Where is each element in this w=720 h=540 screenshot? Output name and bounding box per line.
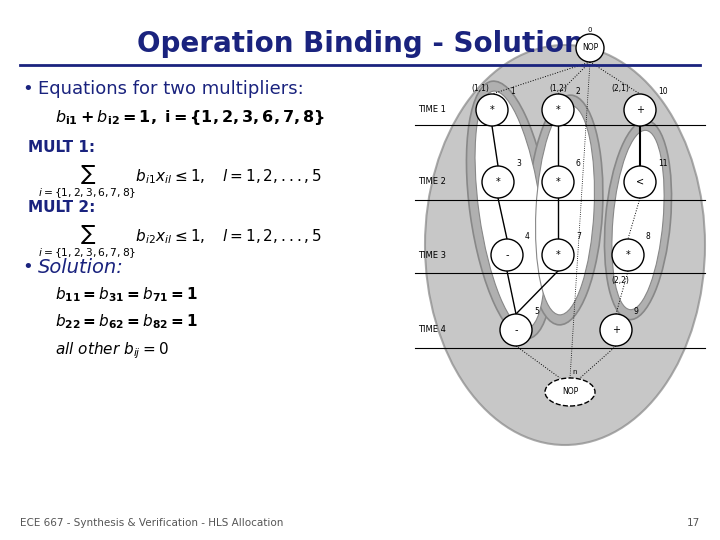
Text: NOP: NOP [562, 388, 578, 396]
Circle shape [476, 94, 508, 126]
Circle shape [491, 239, 523, 271]
Text: n: n [572, 369, 577, 375]
Text: (1,2): (1,2) [549, 84, 567, 92]
Text: 8: 8 [646, 232, 651, 241]
Circle shape [612, 239, 644, 271]
Text: Equations for two multipliers:: Equations for two multipliers: [38, 80, 304, 98]
Circle shape [500, 314, 532, 346]
Text: •: • [22, 258, 32, 276]
Text: 4: 4 [525, 232, 530, 241]
Text: $\mathbf{\mathit{b}_{22} = \mathit{b}_{62} = \mathit{b}_{82} = 1}$: $\mathbf{\mathit{b}_{22} = \mathit{b}_{6… [55, 312, 197, 330]
Ellipse shape [605, 120, 672, 320]
Text: $\mathbf{\mathit{b}_{11} = \mathit{b}_{31} = \mathit{b}_{71} = 1}$: $\mathbf{\mathit{b}_{11} = \mathit{b}_{3… [55, 285, 197, 303]
Circle shape [482, 166, 514, 198]
Text: 2: 2 [576, 87, 581, 96]
Text: +: + [612, 325, 620, 335]
Text: (2,2): (2,2) [611, 275, 629, 285]
Text: -: - [514, 325, 518, 335]
Text: 11: 11 [658, 159, 667, 168]
Ellipse shape [612, 130, 664, 309]
Ellipse shape [425, 45, 705, 445]
Circle shape [624, 166, 656, 198]
Text: 17: 17 [687, 518, 700, 528]
Ellipse shape [536, 105, 595, 315]
Ellipse shape [475, 91, 545, 329]
Text: Solution:: Solution: [38, 258, 124, 277]
Text: 1: 1 [510, 87, 515, 96]
Text: MULT 1:: MULT 1: [28, 140, 95, 155]
Text: *: * [556, 105, 560, 115]
Text: TIME 4: TIME 4 [418, 326, 446, 334]
Circle shape [542, 239, 574, 271]
Text: *: * [626, 250, 631, 260]
Text: $\mathit{all\ other\ b_{ij}=0}$: $\mathit{all\ other\ b_{ij}=0}$ [55, 340, 168, 361]
Text: -: - [505, 250, 509, 260]
Text: 10: 10 [658, 87, 667, 96]
Text: TIME 2: TIME 2 [418, 178, 446, 186]
Ellipse shape [527, 95, 603, 325]
Circle shape [576, 34, 604, 62]
Text: 6: 6 [576, 159, 581, 168]
Text: *: * [495, 177, 500, 187]
Text: 0: 0 [588, 27, 593, 33]
Text: ECE 667 - Synthesis & Verification - HLS Allocation: ECE 667 - Synthesis & Verification - HLS… [20, 518, 284, 528]
Text: *: * [490, 105, 495, 115]
Text: (1,1): (1,1) [471, 84, 489, 92]
Text: MULT 2:: MULT 2: [28, 200, 95, 215]
Text: $\mathbf{\mathit{b}_{i1} + \mathbf{\mathit{b}}_{i2} = 1, \ i=\{1,2,3,6,7,8\}}$: $\mathbf{\mathit{b}_{i1} + \mathbf{\math… [55, 108, 325, 127]
Text: 9: 9 [634, 307, 639, 316]
Text: <: < [636, 177, 644, 187]
Text: +: + [636, 105, 644, 115]
Text: *: * [556, 250, 560, 260]
Text: *: * [556, 177, 560, 187]
Text: (2,1): (2,1) [611, 84, 629, 92]
Ellipse shape [545, 378, 595, 406]
Text: $\sum_{i=\{1,2,3,6,7,8\}} \mathbf{\mathit{b}}_{i2}\mathbf{\mathit{x}}_{il} \leq : $\sum_{i=\{1,2,3,6,7,8\}} \mathbf{\mathi… [38, 225, 322, 260]
Circle shape [542, 94, 574, 126]
Text: $\sum_{i=\{1,2,3,6,7,8\}} \mathbf{\mathit{b}}_{i1}\mathbf{\mathit{x}}_{il} \leq : $\sum_{i=\{1,2,3,6,7,8\}} \mathbf{\mathi… [38, 165, 322, 200]
Text: NOP: NOP [582, 44, 598, 52]
Text: Operation Binding - Solution: Operation Binding - Solution [137, 30, 583, 58]
Text: 7: 7 [576, 232, 581, 241]
Circle shape [542, 166, 574, 198]
Circle shape [624, 94, 656, 126]
Circle shape [600, 314, 632, 346]
Text: 3: 3 [516, 159, 521, 168]
Text: TIME 1: TIME 1 [418, 105, 446, 114]
Text: 5: 5 [534, 307, 539, 316]
Text: TIME 3: TIME 3 [418, 251, 446, 260]
Text: •: • [22, 80, 32, 98]
Ellipse shape [467, 81, 554, 339]
